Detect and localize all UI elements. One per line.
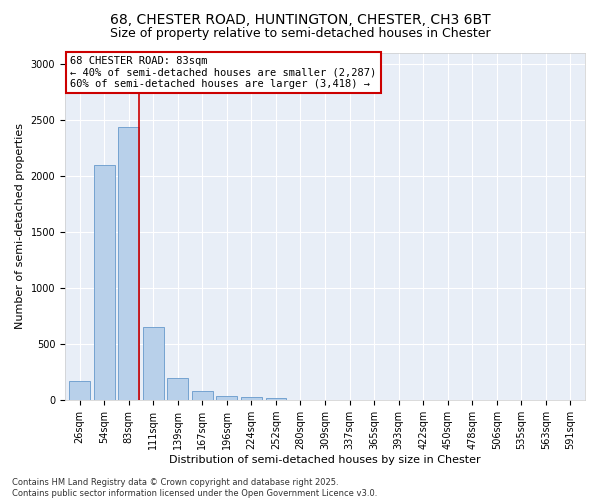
Bar: [266, 398, 286, 400]
Bar: [192, 390, 213, 400]
Y-axis label: Number of semi-detached properties: Number of semi-detached properties: [15, 124, 25, 330]
Bar: [70, 380, 90, 400]
Bar: [94, 165, 115, 400]
Text: Size of property relative to semi-detached houses in Chester: Size of property relative to semi-detach…: [110, 28, 490, 40]
Bar: [241, 397, 262, 400]
Bar: [217, 396, 238, 400]
Bar: [143, 328, 164, 400]
Bar: [118, 126, 139, 400]
Text: Contains HM Land Registry data © Crown copyright and database right 2025.
Contai: Contains HM Land Registry data © Crown c…: [12, 478, 377, 498]
Text: 68 CHESTER ROAD: 83sqm
← 40% of semi-detached houses are smaller (2,287)
60% of : 68 CHESTER ROAD: 83sqm ← 40% of semi-det…: [70, 56, 376, 89]
X-axis label: Distribution of semi-detached houses by size in Chester: Distribution of semi-detached houses by …: [169, 455, 481, 465]
Bar: [167, 378, 188, 400]
Text: 68, CHESTER ROAD, HUNTINGTON, CHESTER, CH3 6BT: 68, CHESTER ROAD, HUNTINGTON, CHESTER, C…: [110, 12, 490, 26]
